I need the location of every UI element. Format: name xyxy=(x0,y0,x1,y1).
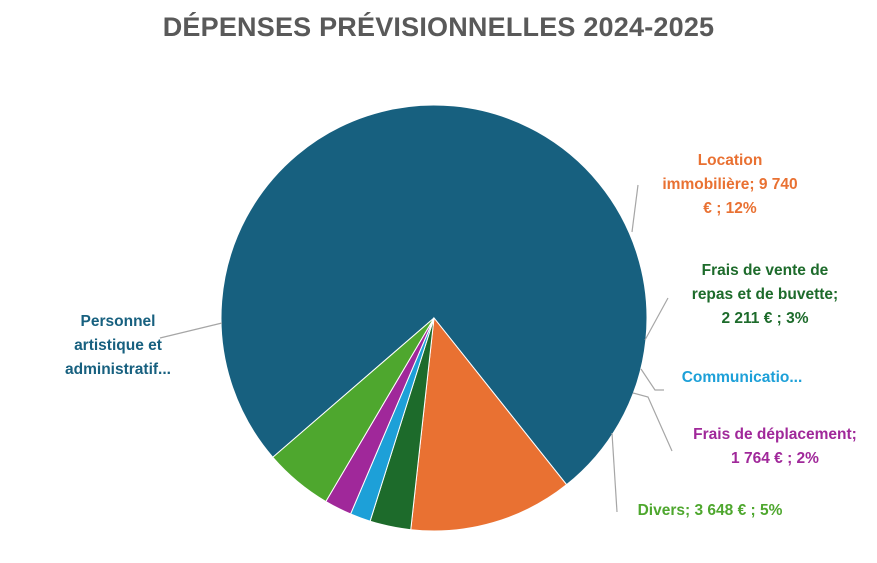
leader-communication xyxy=(640,368,664,391)
slice-divers xyxy=(272,317,435,503)
leader-frais-vente xyxy=(644,297,669,341)
slice-personnel xyxy=(220,104,648,486)
label-frais-vente: Frais de vente de repas et de buvette; 2… xyxy=(691,262,839,327)
label-divers: Divers; 3 648 € ; 5% xyxy=(637,502,783,519)
slice-location xyxy=(410,316,568,532)
leader-frais-deplacement xyxy=(632,392,673,452)
leader-location xyxy=(631,184,639,233)
label-location: Location immobilière; 9 740 € ; 12% xyxy=(662,152,798,217)
leader-personnel xyxy=(159,322,223,339)
chart-title: DÉPENSES PRÉVISIONNELLES 2024-2025 xyxy=(162,12,715,42)
label-communication: Communicatio... xyxy=(681,369,803,386)
label-frais-deplacement: Frais de déplacement; 1 764 € ; 2% xyxy=(693,426,857,467)
label-personnel: Personnel artistique et administratif... xyxy=(65,313,171,378)
leader-divers xyxy=(611,432,618,513)
